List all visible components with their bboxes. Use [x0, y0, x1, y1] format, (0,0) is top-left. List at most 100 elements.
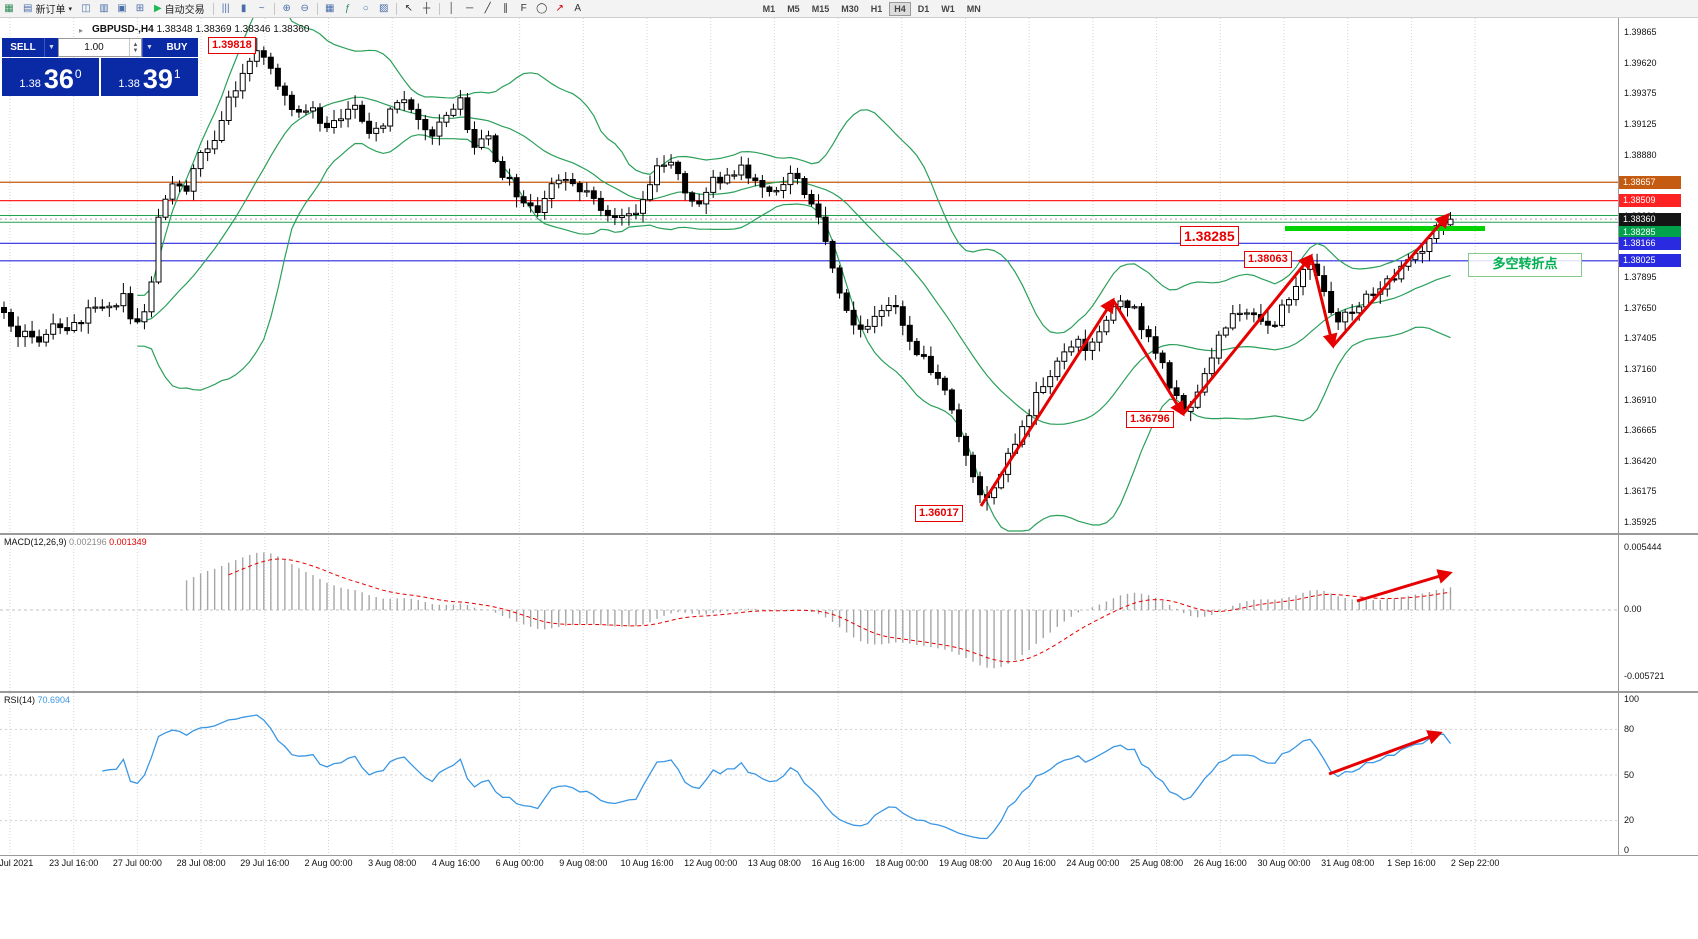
sell-dropdown-icon[interactable]: ▼: [44, 38, 58, 57]
price-axis-label: 1.35925: [1624, 517, 1657, 527]
channel-icon[interactable]: ∥: [503, 3, 509, 14]
tf-h4-button[interactable]: H4: [889, 1, 911, 16]
price-tag: 1.38360: [1619, 213, 1681, 226]
price-tag: 1.38657: [1619, 176, 1681, 189]
sell-price-sup: 0: [74, 67, 82, 81]
tf-m1-button[interactable]: M1: [762, 3, 776, 14]
time-axis-label: 13 Aug 08:00: [747, 858, 801, 868]
price-axis-label: 1.39125: [1624, 118, 1657, 129]
rsi-name: RSI(14): [4, 695, 36, 705]
tf-m15-button[interactable]: M15: [811, 3, 830, 14]
zoom-out-icon[interactable]: ⊖: [300, 3, 309, 14]
indicators-icon[interactable]: ƒ: [344, 3, 351, 14]
time-axis-label: 28 Jul 08:00: [176, 858, 226, 868]
price-annotation-label: 1.38285: [1180, 226, 1239, 246]
new-order-button-caret-icon: ▾: [68, 5, 72, 13]
line-chart-icon[interactable]: ~: [258, 3, 265, 14]
text-icon[interactable]: A: [574, 3, 581, 14]
horizontal-line-icon[interactable]: ─: [466, 3, 474, 14]
price-axis-label: 1.37895: [1624, 272, 1657, 282]
price-tag: 1.38509: [1619, 194, 1681, 207]
price-axis-label: 1.37650: [1624, 302, 1657, 313]
time-axis-label: 30 Aug 00:00: [1257, 858, 1311, 868]
time-axis-label: 23 Jul 16:00: [49, 858, 99, 868]
tf-mn-button[interactable]: MN: [966, 3, 981, 14]
sell-price-display[interactable]: 1.38 36 0: [2, 58, 99, 96]
tf-w1-button[interactable]: W1: [941, 3, 955, 14]
arrows-icon[interactable]: ↗: [555, 3, 564, 14]
toolbar-separator: [273, 2, 275, 15]
rsi-title: RSI(14) 70.6904: [4, 695, 70, 705]
crosshair-icon[interactable]: ┼: [423, 3, 431, 14]
time-axis-label: 31 Aug 08:00: [1321, 858, 1375, 868]
tf-d1-button[interactable]: D1: [917, 3, 930, 14]
volume-value[interactable]: 1.00: [84, 42, 104, 53]
pivot-annotation: 多空转折点: [1468, 253, 1582, 277]
candlestick-icon[interactable]: ▮: [240, 3, 247, 14]
price-axis-label: 1.37405: [1624, 333, 1657, 344]
autotrade-button-icon: ▶: [153, 3, 162, 14]
price-annotation-label: 1.39818: [208, 37, 256, 54]
top-toolbar: ▦ ▤ 新订单 ▾ ◫ ▥ ▣ ⊞ ▶ 自动交易 ||| ▮ ~ ⊕ ⊖ ▦ ƒ ○ ▨ ↖ ┼ │ ─ ╱ ∥ F ◯ ↗ A M1 M5…: [0, 0, 1698, 18]
new-order-button[interactable]: ▤ 新订单 ▾: [18, 1, 77, 16]
market-watch-icon[interactable]: ▥: [99, 3, 109, 14]
volume-stepper[interactable]: ▲ ▼: [129, 39, 141, 56]
time-axis-label: 3 Aug 08:00: [368, 858, 417, 868]
toolbar-separator: [316, 2, 318, 15]
zoom-in-icon[interactable]: ⊕: [282, 3, 291, 14]
fibonacci-icon[interactable]: F: [520, 3, 527, 14]
rsi-axis-label: 50: [1624, 770, 1635, 780]
time-axis-label: 18 Aug 00:00: [875, 858, 929, 868]
new-order-button-icon: ▤: [23, 3, 33, 14]
macd-axis-label: -0.005721: [1624, 671, 1665, 681]
buy-dropdown-icon[interactable]: ▼: [142, 38, 156, 57]
time-axis-label: 1 Sep 16:00: [1387, 858, 1436, 868]
navigator-icon[interactable]: ⊞: [135, 3, 145, 14]
price-axis-label: 1.36420: [1624, 455, 1657, 466]
macd-main-value: 0.002196: [69, 537, 107, 547]
ohlc-values: 1.38348 1.38369 1.38346 1.38360: [156, 24, 310, 35]
time-axis-label: 24 Aug 00:00: [1066, 858, 1120, 868]
buy-button[interactable]: BUY: [156, 38, 198, 57]
time-axis-label: 20 Aug 16:00: [1002, 858, 1056, 868]
price-axis-label: 1.36175: [1624, 486, 1657, 497]
tf-h1-button[interactable]: H1: [870, 3, 883, 14]
new-chart-icon[interactable]: ▦: [4, 3, 14, 14]
templates-icon[interactable]: ▨: [378, 3, 389, 14]
volume-down-icon[interactable]: ▼: [132, 47, 139, 54]
time-axis-label: 4 Aug 16:00: [431, 858, 480, 868]
tf-m30-button[interactable]: M30: [841, 3, 859, 14]
symbol-label: GBPUSD-,H4: [92, 24, 154, 35]
trendline-icon[interactable]: ╱: [484, 3, 491, 14]
time-axis-label: 22 Jul 2021: [0, 858, 34, 868]
toolbar-separator: [395, 2, 397, 15]
profiles-icon[interactable]: ◫: [81, 3, 91, 14]
tf-m5-button[interactable]: M5: [787, 3, 800, 14]
price-annotation-label: 1.36796: [1126, 411, 1174, 428]
rsi-axis-label: 20: [1624, 815, 1635, 825]
price-tag: 1.38166: [1619, 237, 1681, 250]
cursor-icon[interactable]: ↖: [404, 3, 413, 14]
tile-windows-icon[interactable]: ▦: [324, 3, 335, 14]
time-axis-label: 25 Aug 08:00: [1130, 858, 1184, 868]
vertical-line-icon[interactable]: │: [448, 3, 455, 14]
data-window-icon[interactable]: ▣: [117, 3, 127, 14]
macd-axis-label: 0.005444: [1624, 542, 1662, 552]
price-axis-label: 1.36665: [1624, 425, 1657, 436]
time-axis-label: 16 Aug 16:00: [811, 858, 865, 868]
shapes-icon[interactable]: ◯: [536, 3, 548, 14]
periods-icon[interactable]: ○: [362, 3, 369, 14]
one-click-collapse-icon[interactable]: ▸: [79, 26, 84, 35]
volume-field[interactable]: 1.00 ▲ ▼: [58, 38, 142, 57]
sell-button[interactable]: SELL: [2, 38, 44, 57]
price-annotation-label: 1.38063: [1244, 251, 1292, 268]
price-axis-label: 1.39865: [1624, 27, 1657, 37]
autotrade-button[interactable]: ▶ 自动交易: [149, 1, 210, 16]
buy-price-display[interactable]: 1.38 39 1: [101, 58, 198, 96]
price-annotation-label: 1.36017: [915, 505, 963, 522]
volume-up-icon[interactable]: ▲: [132, 41, 139, 48]
time-axis-label: 9 Aug 08:00: [559, 858, 608, 868]
bar-chart-icon[interactable]: |||: [221, 3, 230, 14]
